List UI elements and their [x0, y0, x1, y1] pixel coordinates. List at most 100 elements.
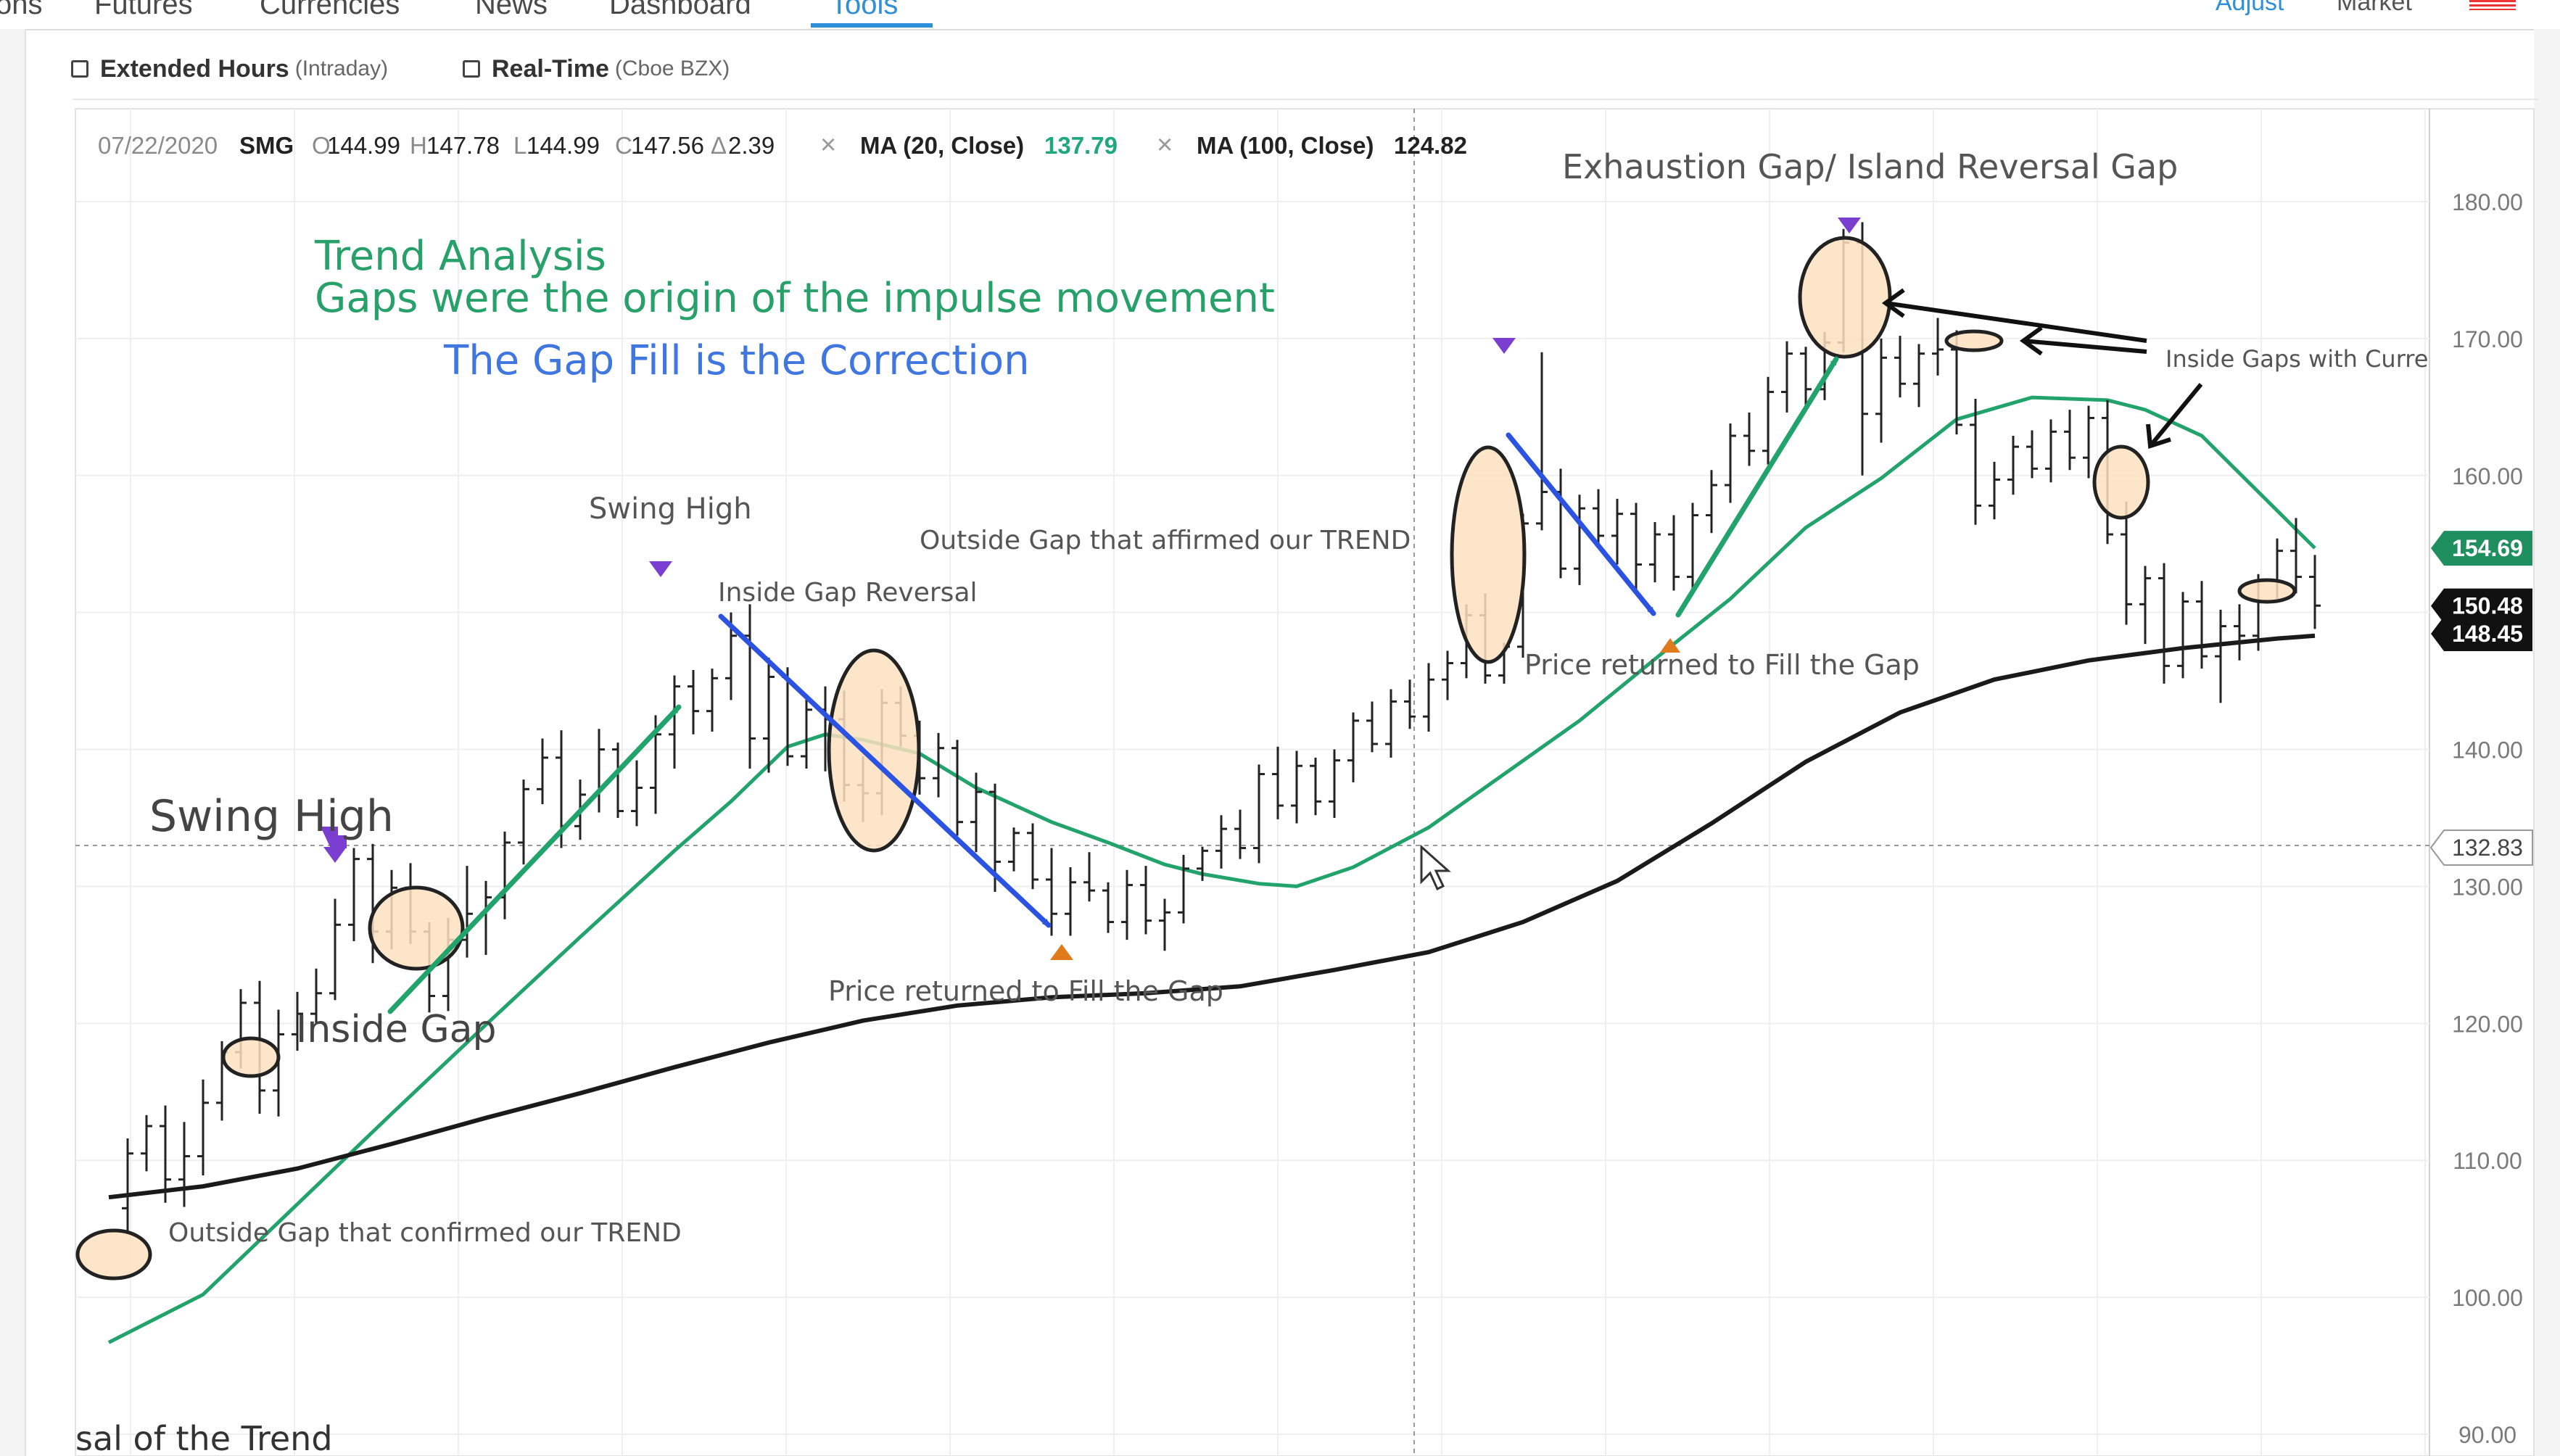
y-tick-label: 180.00 — [2452, 189, 2523, 215]
ohlc-bar — [1178, 855, 1189, 924]
swing-high-marker-1 — [323, 847, 347, 863]
ohlc-bar — [292, 991, 303, 1051]
ohlc-bar — [1781, 341, 1793, 413]
ohlc-legend: 07/22/2020 SMG O 144.99 H 147.78 L 144.9… — [98, 130, 1467, 160]
pointer-head-3 — [2146, 423, 2171, 449]
price-badge-150-48: 150.48 — [2431, 588, 2532, 624]
ohlc-bar — [1536, 352, 1548, 531]
ohlc-bar — [1159, 898, 1170, 951]
adjust-link[interactable]: Adjust — [2216, 0, 2284, 16]
ohlc-bar — [1932, 318, 1944, 376]
ohlc-bar — [1687, 502, 1698, 595]
y-tick-label: 170.00 — [2452, 326, 2523, 352]
ohlc-bar — [1423, 663, 1434, 732]
quote-close-label: C — [615, 132, 632, 159]
gap-fill-marker-2 — [1660, 638, 1680, 653]
ohlc-bar — [1630, 502, 1642, 595]
ohlc-bar — [518, 779, 529, 865]
ma20-value: 137.79 — [1044, 132, 1118, 159]
inside-gap-pointers — [1881, 288, 2203, 449]
ohlc-bar — [1310, 757, 1321, 816]
quote-change: 2.39 — [728, 132, 775, 159]
inside-gaps-current-label: Inside Gaps with Curre — [2165, 345, 2428, 373]
ohlc-bar — [1404, 679, 1416, 729]
inside-gap-current-ellipse-1 — [1944, 329, 2004, 352]
ohlc-bar — [2064, 410, 2076, 471]
ohlc-bar — [2234, 604, 2245, 661]
tab-currencies[interactable]: Currencies — [260, 0, 400, 20]
ohlc-bar — [1593, 489, 1604, 548]
ma100-line — [108, 633, 2316, 1200]
ohlc-bar — [2121, 501, 2132, 625]
ohlc-bar — [2158, 563, 2170, 684]
ohlc-bar — [763, 658, 775, 773]
tab-options[interactable]: ons — [0, 0, 43, 20]
market-link[interactable]: Market — [2337, 0, 2412, 16]
trend-analysis-title: Trend Analysis — [314, 233, 606, 280]
outside-gap-confirmed-label: Outside Gap that confirmed our TREND — [168, 1218, 682, 1248]
gap-fill-marker-1 — [1050, 944, 1073, 960]
ohlc-bar — [197, 1079, 209, 1175]
ohlc-bar — [310, 968, 322, 1024]
gap-highlights — [75, 236, 2297, 1281]
ohlc-bar — [178, 1122, 190, 1207]
correction-arrow-1 — [718, 613, 1052, 928]
extended-hours-checkbox[interactable] — [71, 60, 88, 78]
ohlc-bar — [951, 740, 963, 836]
ohlc-bar — [348, 848, 360, 941]
tab-tools[interactable]: Tools — [830, 0, 899, 20]
ohlc-bar — [1875, 338, 1887, 443]
pointer-head-1 — [1881, 288, 1905, 318]
y-tick-label: 120.00 — [2452, 1011, 2523, 1037]
ohlc-bar — [1083, 852, 1095, 902]
ma100-value: 124.82 — [1394, 132, 1467, 159]
ma100-label: MA (100, Close) — [1197, 132, 1374, 159]
tab-news[interactable]: News — [475, 0, 548, 20]
real-time-label: Real-Time — [492, 54, 609, 83]
remove-ma20-close-icon[interactable]: × — [820, 130, 836, 160]
ohlc-bar — [2290, 518, 2302, 594]
outside-gap-affirmed-label: Outside Gap that affirmed our TREND — [920, 526, 1411, 555]
gap-markers — [321, 218, 1861, 863]
ohlc-bar — [1611, 498, 1623, 565]
ohlc-bar — [1197, 846, 1208, 881]
inside-gap-reversal-ellipse — [827, 648, 921, 853]
ohlc-bar — [688, 670, 699, 735]
ohlc-bar — [612, 743, 624, 818]
moving-averages — [107, 395, 2316, 1344]
right-scrollbar[interactable] — [2534, 29, 2560, 1456]
price-badge-text: 148.45 — [2452, 621, 2523, 647]
us-flag-icon — [2469, 0, 2516, 10]
extended-hours-option[interactable]: Extended Hours (Intraday) — [71, 51, 388, 87]
extended-hours-label: Extended Hours — [100, 54, 289, 83]
real-time-sub: (Cboe BZX) — [614, 57, 730, 80]
chart-frame — [75, 108, 2535, 1456]
tab-futures[interactable]: Futures — [94, 0, 193, 20]
ohlc-bar — [631, 760, 643, 827]
pointer-head-2 — [2019, 326, 2043, 356]
ohlc-bar — [160, 1105, 171, 1203]
tab-dashboard[interactable]: Dashboard — [609, 0, 751, 20]
ohlc-bar — [1046, 848, 1057, 936]
ohlc-bar — [669, 675, 680, 769]
real-time-option[interactable]: Real-Time (Cboe BZX) — [463, 51, 730, 87]
quote-high-label: H — [410, 132, 427, 159]
gap-marker-3 — [1492, 338, 1516, 354]
ohlc-bar — [1894, 336, 1906, 398]
outside-gap-affirmed-ellipse — [1450, 445, 1527, 664]
price-returned-label-2: Price returned to Fill the Gap — [1524, 649, 1920, 681]
inside-gap-reversal-label: Inside Gap Reversal — [718, 578, 978, 608]
real-time-checkbox[interactable] — [463, 60, 480, 78]
inside-gap-current-ellipse-2 — [2092, 444, 2150, 520]
ohlc-bar — [1385, 689, 1397, 758]
quote-high: 147.78 — [426, 132, 500, 159]
remove-ma100-close-icon[interactable]: × — [1157, 130, 1173, 160]
ohlc-bar — [1800, 347, 1812, 409]
left-scrollbar[interactable] — [0, 29, 26, 1456]
ohlc-bar — [2007, 436, 2019, 495]
ohlc-bar — [141, 1114, 152, 1172]
trend-arrows — [387, 356, 1839, 1014]
gap-fill-note: The Gap Fill is the Correction — [443, 337, 1030, 384]
